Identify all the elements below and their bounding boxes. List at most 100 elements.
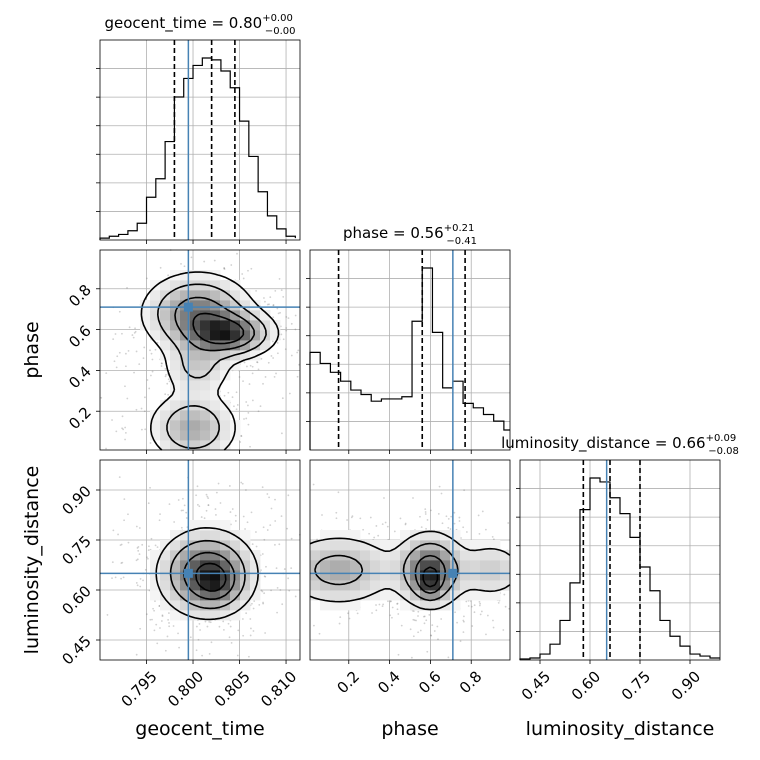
density-cell <box>480 580 491 591</box>
density-cell <box>200 520 211 531</box>
sample-point <box>195 649 198 652</box>
sample-point <box>453 511 456 514</box>
sample-point <box>279 311 281 314</box>
density-cell <box>160 280 171 291</box>
sample-point <box>502 629 505 631</box>
density-cell <box>270 320 281 331</box>
sample-point <box>195 494 198 497</box>
sample-point <box>236 404 239 406</box>
density-cell <box>160 340 171 351</box>
density-cell <box>480 590 491 601</box>
sample-point <box>280 432 283 435</box>
density-cell <box>230 600 241 611</box>
density-cell <box>250 350 261 361</box>
density-cell <box>200 310 211 321</box>
sample-point <box>368 532 371 535</box>
density-cell <box>150 310 161 321</box>
density-cell <box>250 550 261 561</box>
density-cell <box>190 610 201 621</box>
sample-point <box>399 517 402 520</box>
sample-point <box>230 523 232 526</box>
density-cell <box>150 590 161 601</box>
density-cell <box>180 330 191 341</box>
sample-point <box>256 361 258 363</box>
density-cell <box>220 320 231 331</box>
sample-point <box>480 610 483 613</box>
sample-point <box>148 387 151 390</box>
density-cell <box>230 590 241 601</box>
sample-point <box>484 528 487 531</box>
sample-point <box>215 491 218 494</box>
sample-point <box>264 575 267 578</box>
density-cell <box>310 540 321 551</box>
density-cell <box>270 330 281 341</box>
sample-point <box>160 365 163 367</box>
density-cell <box>250 310 261 321</box>
sample-point <box>258 603 261 606</box>
sample-point <box>242 634 245 637</box>
sample-point <box>154 544 157 547</box>
sample-point <box>423 622 426 625</box>
sample-point <box>164 375 167 378</box>
sample-point <box>222 620 225 623</box>
density-cell <box>360 540 371 551</box>
sample-point <box>243 418 245 420</box>
sample-point <box>389 600 392 603</box>
sample-point <box>247 423 250 426</box>
density-cell <box>150 280 161 291</box>
sample-point <box>424 511 427 513</box>
sample-point <box>227 622 230 625</box>
sample-point <box>282 338 285 341</box>
sample-point <box>250 267 253 270</box>
density-cell <box>190 430 201 441</box>
density-cell <box>180 310 191 321</box>
density-cell <box>180 580 191 591</box>
density-cell <box>210 330 221 341</box>
density-cell <box>360 560 371 571</box>
y-tick-label: 0.75 <box>58 532 94 568</box>
density-cell <box>440 590 451 601</box>
panel-title: geocent_time = 0.80+0.00 −0.00 <box>105 13 296 37</box>
density-cell <box>170 300 181 311</box>
density-cell <box>160 300 171 311</box>
sample-point <box>266 303 269 306</box>
density-cell <box>170 320 181 331</box>
density-cell <box>320 530 331 541</box>
x-tick-label: 0.8 <box>456 668 486 698</box>
sample-point <box>288 392 291 395</box>
sample-point <box>431 624 434 627</box>
x-tick-label: 0.90 <box>668 668 704 704</box>
sample-point <box>263 538 266 541</box>
sample-point <box>177 632 179 635</box>
density-cell <box>240 340 251 351</box>
density-cell <box>440 560 451 571</box>
panel-hist-luminosity_distance: luminosity_distance = 0.66+0.09 −0.08 <box>501 433 739 661</box>
sample-point <box>205 493 208 496</box>
density-cell <box>380 570 391 581</box>
sample-point <box>296 375 299 378</box>
density-cell <box>190 310 201 321</box>
sample-point <box>287 317 290 320</box>
sample-point <box>218 625 221 628</box>
density-cell <box>230 540 241 551</box>
sample-point <box>419 629 422 632</box>
sample-point <box>112 529 115 532</box>
sample-point <box>124 431 127 434</box>
sample-point <box>257 368 260 371</box>
density-cell <box>250 320 261 331</box>
sample-point <box>190 256 193 259</box>
density-cell <box>440 540 451 551</box>
sample-point <box>240 434 243 437</box>
sample-point <box>183 265 186 268</box>
sample-point <box>260 589 263 592</box>
sample-point <box>288 589 291 592</box>
density-cell <box>220 430 231 441</box>
sample-point <box>121 332 123 335</box>
density-cell <box>370 560 381 571</box>
sample-point <box>126 397 129 400</box>
sample-point <box>144 396 146 399</box>
sample-point <box>397 613 400 615</box>
density-cell <box>360 550 371 561</box>
density-cell <box>340 560 351 571</box>
density-cell <box>190 540 201 551</box>
